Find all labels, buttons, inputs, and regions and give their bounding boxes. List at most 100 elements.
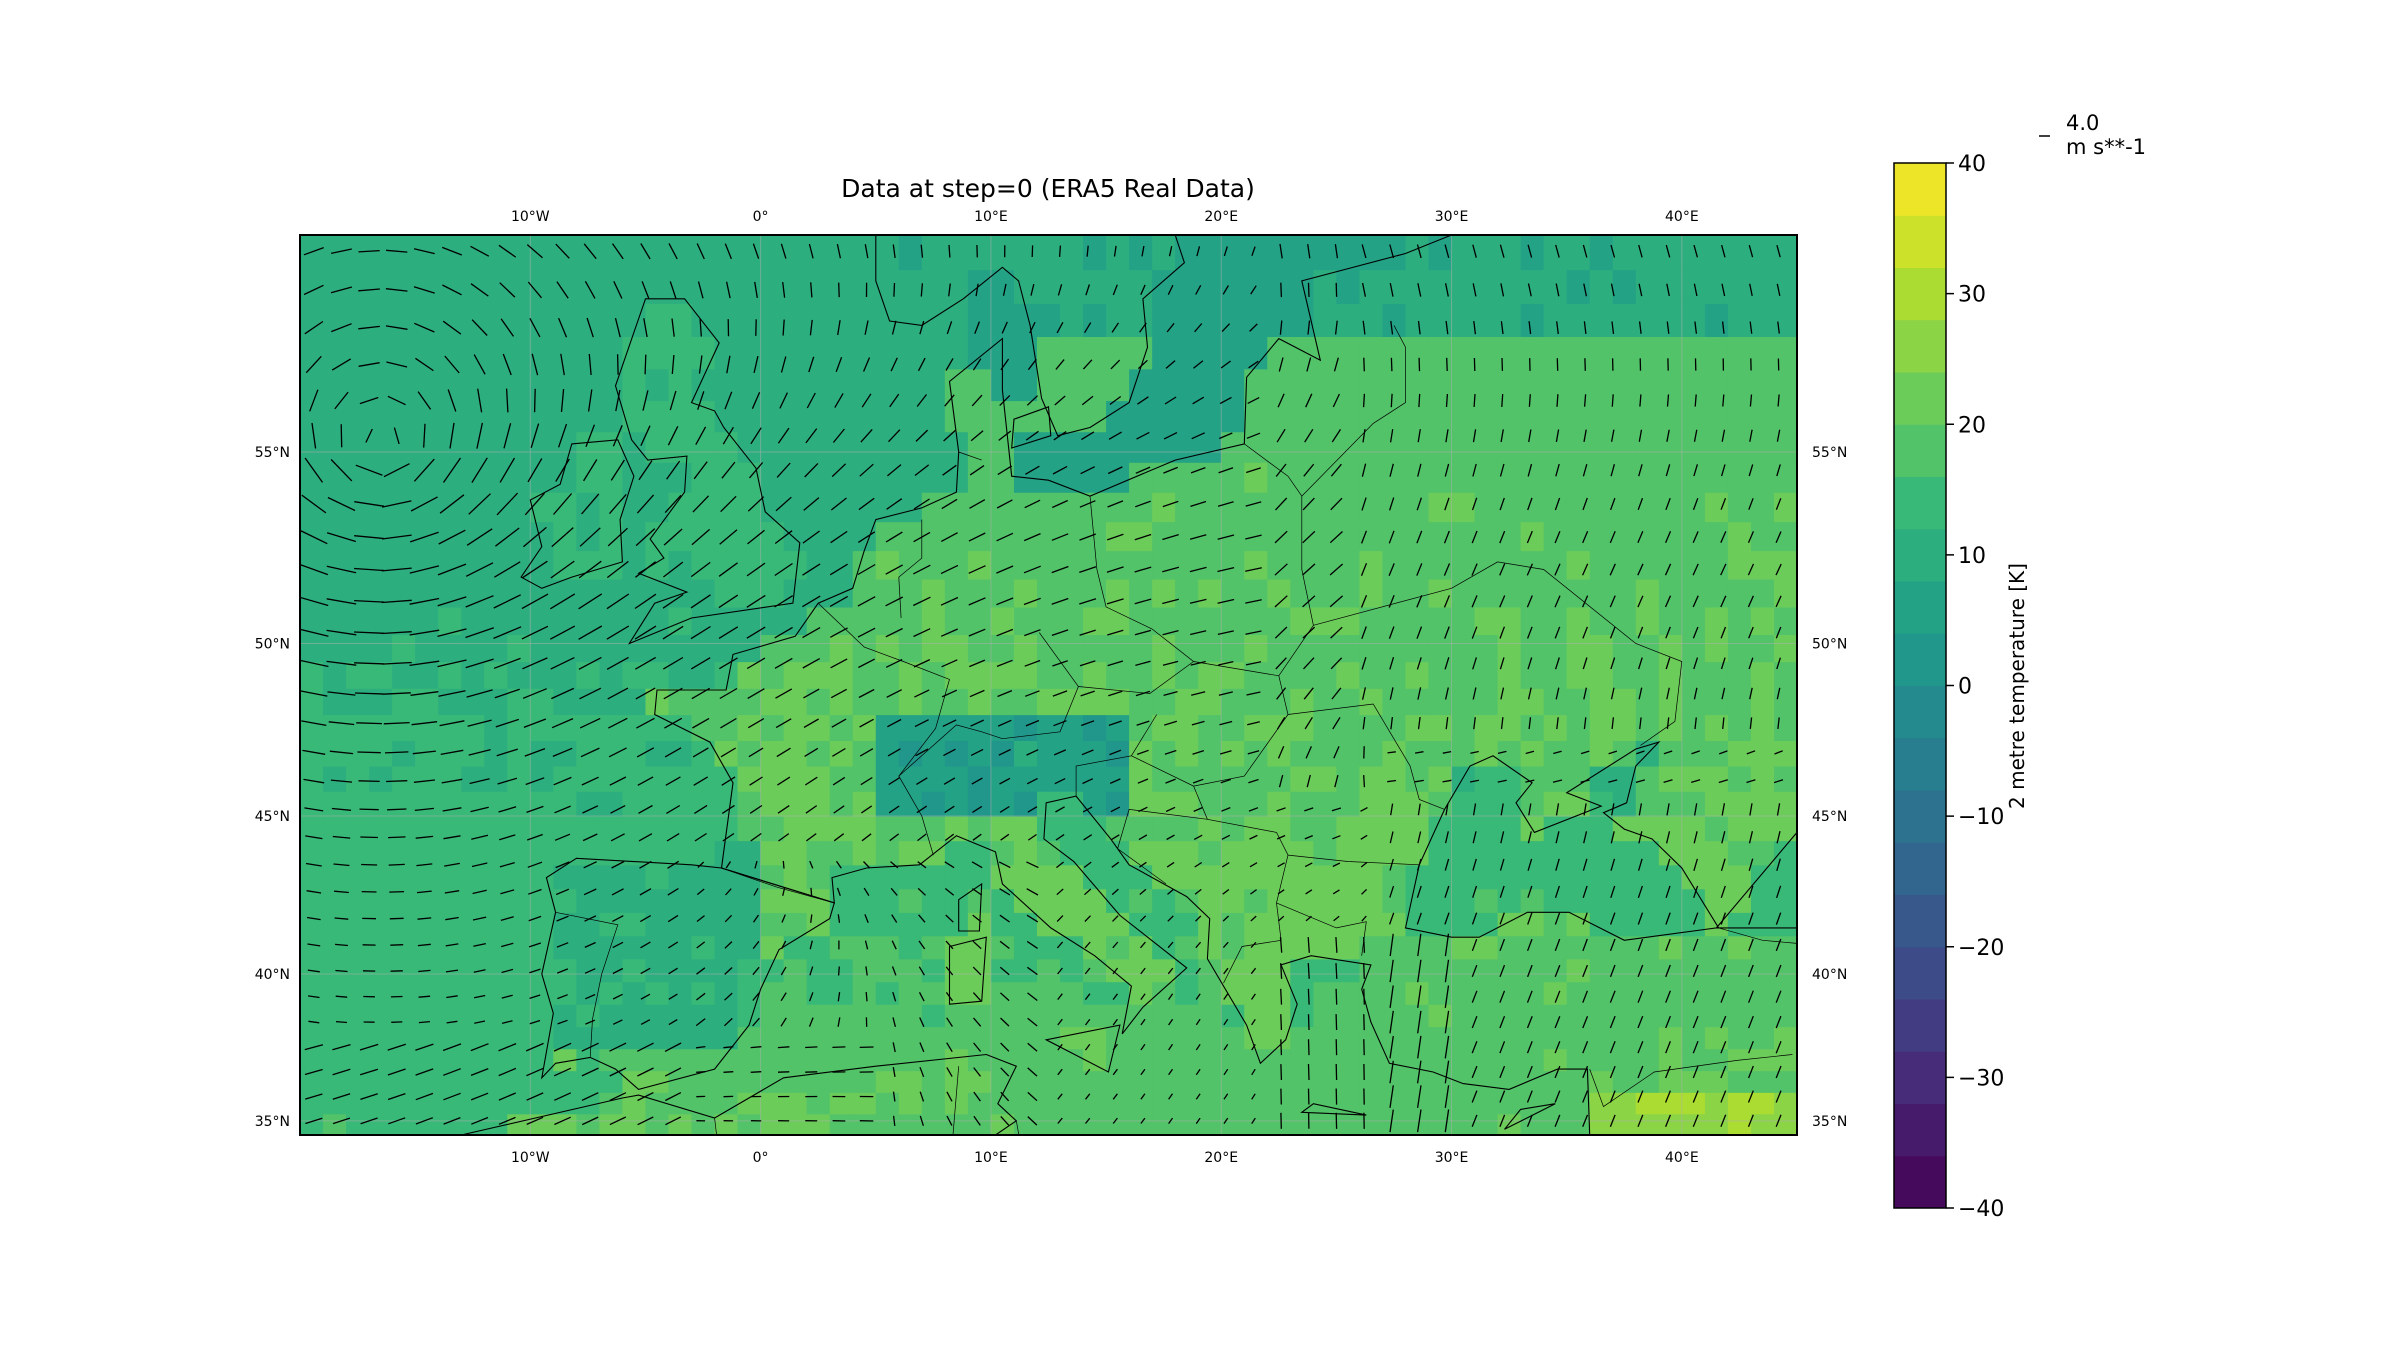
temperature-cell: [1014, 1114, 1038, 1136]
temperature-cell: [1774, 432, 1798, 463]
temperature-cell: [1613, 889, 1637, 913]
colorbar-tick-label: 10: [1958, 544, 1986, 569]
temperature-cell: [1659, 235, 1683, 270]
temperature-cell: [1728, 551, 1752, 580]
temperature-cell: [738, 401, 762, 433]
temperature-cell: [922, 936, 946, 960]
temperature-cell: [576, 607, 600, 635]
temperature-cell: [415, 579, 439, 608]
temperature-cell: [461, 1071, 485, 1093]
temperature-cell: [1152, 841, 1176, 866]
temperature-cell: [715, 841, 739, 866]
temperature-cell: [1037, 235, 1061, 270]
temperature-cell: [1313, 1027, 1337, 1050]
temperature-cell: [1751, 912, 1775, 936]
temperature-cell: [1751, 982, 1775, 1005]
temperature-cell: [991, 1092, 1015, 1114]
temperature-cell: [1221, 551, 1245, 580]
temperature-cell: [807, 634, 831, 662]
temperature-cell: [922, 889, 946, 913]
temperature-cell: [1175, 492, 1199, 522]
temperature-cell: [668, 235, 692, 270]
temperature-cell: [1613, 303, 1637, 337]
temperature-cell: [899, 982, 923, 1005]
temperature-cell: [645, 1049, 669, 1072]
temperature-cell: [1198, 492, 1222, 522]
temperature-cell: [1382, 662, 1406, 689]
temperature-cell: [1290, 235, 1314, 270]
temperature-cell: [1359, 1092, 1383, 1114]
temperature-cell: [692, 432, 716, 463]
temperature-cell: [461, 715, 485, 742]
temperature-cell: [484, 607, 508, 635]
temperature-cell: [876, 270, 900, 304]
temperature-cell: [1521, 432, 1545, 463]
temperature-cell: [1152, 336, 1176, 369]
temperature-cell: [761, 303, 785, 337]
temperature-cell: [392, 912, 416, 936]
temperature-cell: [346, 662, 370, 689]
temperature-cell: [553, 791, 577, 816]
temperature-cell: [1060, 634, 1084, 662]
temperature-cell: [599, 579, 623, 608]
temperature-cell: [1083, 492, 1107, 522]
temperature-cell: [1382, 841, 1406, 866]
temperature-cell: [1774, 1027, 1798, 1050]
temperature-cell: [876, 401, 900, 433]
temperature-cell: [668, 551, 692, 580]
temperature-cell: [876, 1071, 900, 1093]
temperature-cell: [1475, 303, 1499, 337]
temperature-cell: [1682, 959, 1706, 982]
temperature-cell: [1129, 1004, 1153, 1027]
temperature-cell: [1636, 841, 1660, 866]
temperature-cell: [369, 270, 393, 304]
temperature-cell: [876, 766, 900, 792]
temperature-cell: [1152, 912, 1176, 936]
temperature-cell: [1382, 522, 1406, 552]
temperature-cell: [922, 912, 946, 936]
temperature-cell: [1014, 551, 1038, 580]
temperature-cell: [484, 462, 508, 493]
wind-arrow: [1364, 358, 1365, 372]
temperature-cell: [1590, 462, 1614, 493]
temperature-cell: [784, 912, 808, 936]
temperature-cell: [1405, 492, 1429, 522]
temperature-cell: [668, 766, 692, 792]
temperature-cell: [1037, 889, 1061, 913]
wind-arrow: [1529, 394, 1530, 407]
temperature-cell: [1475, 492, 1499, 522]
temperature-cell: [1521, 522, 1545, 552]
temperature-cell: [668, 462, 692, 493]
temperature-cell: [1336, 270, 1360, 304]
temperature-cell: [1659, 841, 1683, 866]
temperature-cell: [1544, 766, 1568, 792]
temperature-cell: [761, 791, 785, 816]
temperature-cell: [991, 522, 1015, 552]
temperature-cell: [415, 634, 439, 662]
temperature-cell: [507, 662, 531, 689]
temperature-cell: [784, 1027, 808, 1050]
temperature-cell: [1452, 270, 1476, 304]
temperature-cell: [1613, 579, 1637, 608]
temperature-cell: [922, 1004, 946, 1027]
temperature-cell: [1751, 270, 1775, 304]
temperature-cell: [899, 270, 923, 304]
temperature-cell: [1152, 688, 1176, 715]
colorbar-level: [1894, 320, 1946, 373]
temperature-cell: [1244, 462, 1268, 493]
temperature-cell: [530, 336, 554, 369]
temperature-cell: [807, 766, 831, 792]
temperature-cell: [323, 740, 347, 766]
temperature-cell: [1129, 912, 1153, 936]
temperature-cell: [1152, 740, 1176, 766]
temperature-cell: [1590, 1071, 1614, 1093]
temperature-cell: [1728, 634, 1752, 662]
temperature-cell: [1382, 1071, 1406, 1093]
temperature-cell: [1267, 959, 1291, 982]
temperature-cell: [392, 1049, 416, 1072]
temperature-cell: [484, 1004, 508, 1027]
temperature-cell: [300, 715, 324, 742]
temperature-cell: [599, 740, 623, 766]
temperature-cell: [1590, 634, 1614, 662]
temperature-cell: [1336, 634, 1360, 662]
